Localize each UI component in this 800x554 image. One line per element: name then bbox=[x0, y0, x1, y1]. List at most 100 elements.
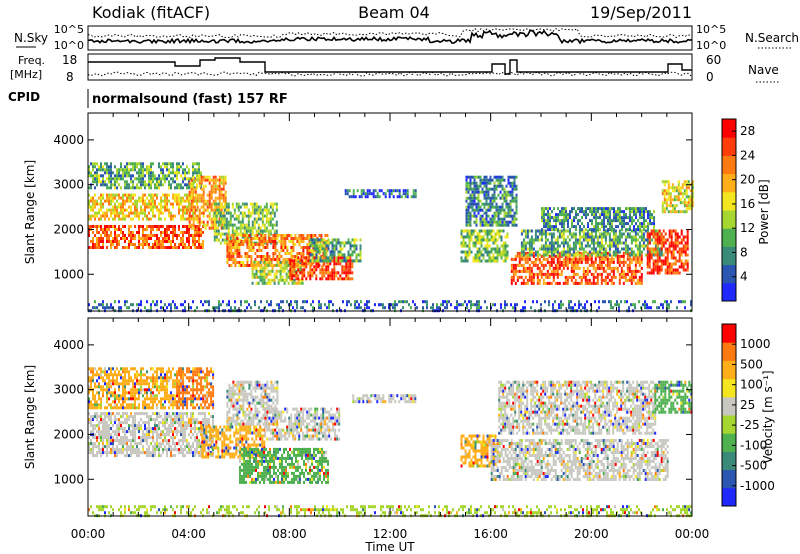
heatmap-cell bbox=[646, 241, 649, 245]
heatmap-cell bbox=[126, 171, 128, 175]
heatmap-cell bbox=[297, 281, 300, 285]
heatmap-cell bbox=[244, 300, 246, 304]
heatmap-cell bbox=[506, 256, 509, 260]
heatmap-cell bbox=[266, 252, 269, 255]
heatmap-cell bbox=[650, 256, 653, 260]
heatmap-cell bbox=[518, 275, 521, 279]
heatmap-cell bbox=[436, 306, 438, 310]
heatmap-cell bbox=[662, 235, 665, 239]
heatmap-cell bbox=[92, 165, 94, 169]
heatmap-cell bbox=[223, 238, 226, 242]
heatmap-cell bbox=[335, 256, 338, 260]
heatmap-cell bbox=[265, 260, 268, 264]
heatmap-cell bbox=[88, 174, 90, 178]
heatmap-cell bbox=[594, 281, 597, 285]
heatmap-cell bbox=[501, 184, 504, 188]
heatmap-cell bbox=[471, 193, 474, 197]
heatmap-cell bbox=[683, 204, 686, 208]
heatmap-cell bbox=[241, 211, 244, 215]
heatmap-cell bbox=[215, 211, 218, 215]
heatmap-cell bbox=[108, 174, 110, 178]
heatmap-cell bbox=[582, 229, 585, 233]
heatmap-cell bbox=[266, 255, 269, 258]
heatmap-cell bbox=[130, 196, 132, 200]
heatmap-cell bbox=[134, 243, 136, 246]
heatmap-cell bbox=[540, 244, 543, 248]
heatmap-cell bbox=[104, 306, 106, 310]
heatmap-cell bbox=[198, 240, 200, 243]
heatmap-cell bbox=[188, 177, 190, 181]
heatmap-cell bbox=[286, 249, 289, 252]
heatmap-cell bbox=[598, 250, 601, 254]
heatmap-cell bbox=[584, 232, 587, 236]
heatmap-cell bbox=[681, 192, 684, 196]
heatmap-cell bbox=[590, 281, 593, 285]
heatmap-cell bbox=[485, 193, 488, 197]
heatmap-cell bbox=[98, 165, 100, 169]
heatmap-cell bbox=[426, 303, 428, 307]
heatmap-cell bbox=[595, 219, 597, 223]
heatmap-cell bbox=[291, 268, 294, 272]
heatmap-cell bbox=[546, 238, 549, 242]
heatmap-cell bbox=[503, 196, 506, 200]
heatmap-cell bbox=[685, 201, 688, 205]
heatmap-cell bbox=[315, 247, 318, 251]
heatmap-cell bbox=[182, 162, 184, 166]
heatmap-cell bbox=[478, 235, 481, 239]
heatmap-cell bbox=[160, 199, 162, 203]
heatmap-cell bbox=[584, 272, 587, 276]
heatmap-cell bbox=[106, 214, 108, 218]
heatmap-cell bbox=[335, 247, 338, 251]
heatmap-cell bbox=[218, 178, 221, 182]
heatmap-cell bbox=[219, 205, 222, 209]
heatmap-cell bbox=[130, 234, 132, 237]
heatmap-cell bbox=[479, 220, 482, 224]
heatmap-cell bbox=[660, 262, 663, 266]
heatmap-cell bbox=[499, 205, 502, 209]
heatmap-cell bbox=[541, 228, 543, 232]
heatmap-cell bbox=[626, 250, 629, 254]
heatmap-cell bbox=[279, 260, 282, 264]
heatmap-cell bbox=[398, 300, 400, 304]
heatmap-cell bbox=[92, 243, 94, 246]
heatmap-cell bbox=[619, 213, 621, 217]
heatmap-cell bbox=[561, 222, 563, 226]
heatmap-cell bbox=[114, 246, 116, 249]
heatmap-cell bbox=[494, 303, 496, 307]
heatmap-cell bbox=[618, 263, 621, 267]
heatmap-cell bbox=[487, 223, 490, 227]
heatmap-cell bbox=[653, 219, 655, 223]
heatmap-cell bbox=[505, 220, 508, 224]
heatmap-cell bbox=[243, 214, 246, 218]
heatmap-cell bbox=[678, 300, 680, 304]
heatmap-cell bbox=[239, 220, 242, 224]
heatmap-cell bbox=[629, 207, 631, 211]
heatmap-cell bbox=[511, 175, 514, 179]
heatmap-cell bbox=[491, 214, 494, 218]
heatmap-cell bbox=[668, 303, 670, 307]
heatmap-cell bbox=[648, 256, 651, 260]
heatmap-cell bbox=[610, 275, 613, 279]
heatmap-cell bbox=[156, 240, 158, 243]
heatmap-cell bbox=[507, 211, 510, 215]
heatmap-cell bbox=[228, 300, 230, 304]
heatmap-cell bbox=[670, 265, 673, 269]
heatmap-cell bbox=[621, 210, 623, 214]
heatmap-cell bbox=[102, 168, 104, 172]
heatmap-cell bbox=[100, 246, 102, 249]
heatmap-cell bbox=[546, 260, 549, 264]
heatmap-cell bbox=[587, 207, 589, 211]
heatmap-cell bbox=[402, 189, 405, 193]
heatmap-cell bbox=[194, 237, 196, 240]
heatmap-cell bbox=[124, 240, 126, 243]
heatmap-cell bbox=[124, 234, 126, 237]
heatmap-cell bbox=[442, 300, 444, 304]
heatmap-cell bbox=[589, 207, 591, 211]
heatmap-cell bbox=[676, 306, 678, 310]
heatmap-cell bbox=[152, 180, 154, 184]
heatmap-cell bbox=[349, 244, 352, 248]
heatmap-cell bbox=[500, 244, 503, 248]
heatmap-cell bbox=[226, 249, 229, 252]
heatmap-cell bbox=[592, 272, 595, 276]
heatmap-cell bbox=[253, 223, 256, 227]
